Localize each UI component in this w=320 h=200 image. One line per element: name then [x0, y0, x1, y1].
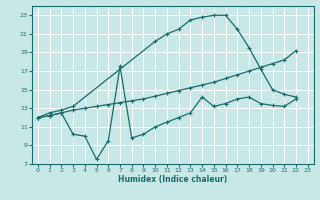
X-axis label: Humidex (Indice chaleur): Humidex (Indice chaleur) [118, 175, 228, 184]
